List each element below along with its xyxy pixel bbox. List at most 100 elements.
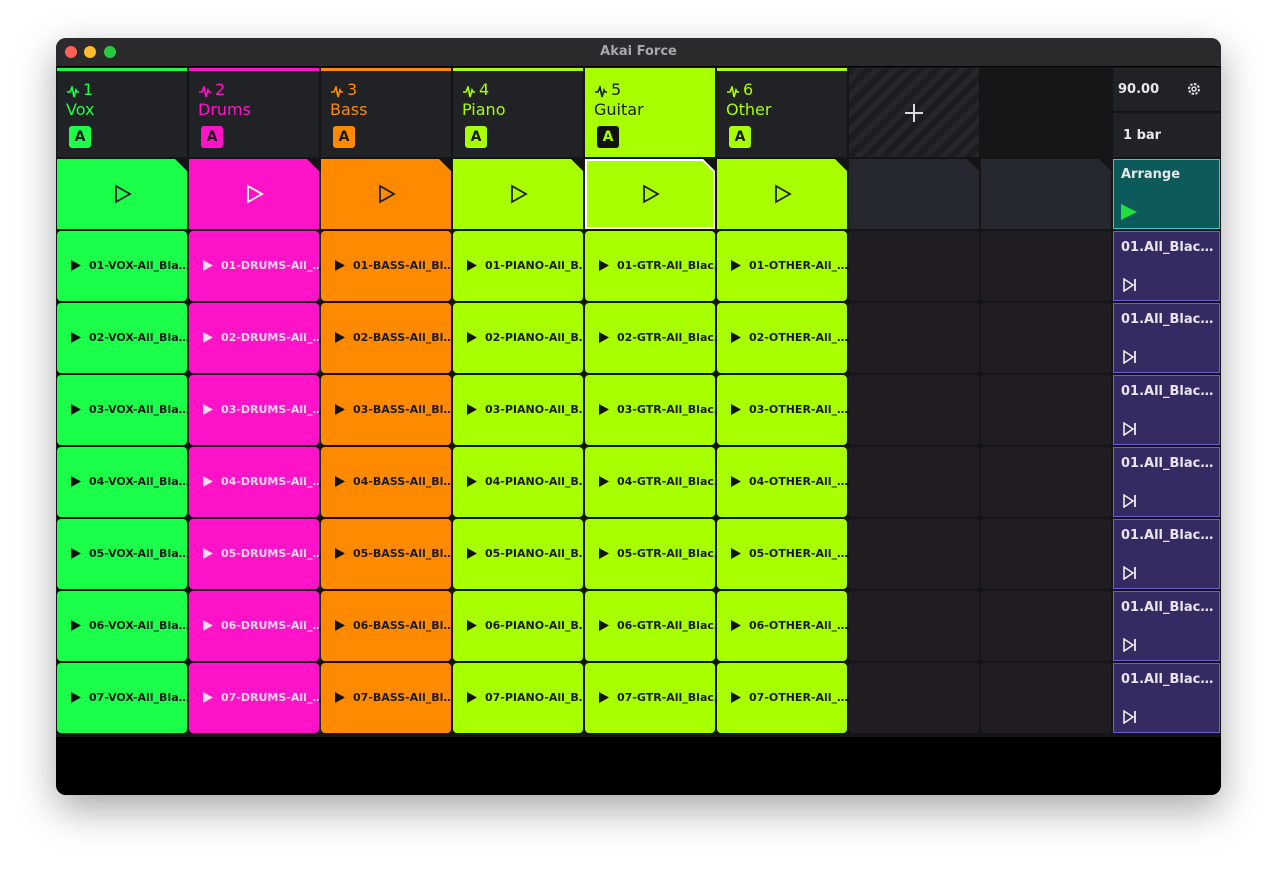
clip[interactable]: 07-VOX-All_Bla…: [57, 663, 187, 733]
clip[interactable]: 02-PIANO-All_B…: [453, 303, 583, 373]
clip[interactable]: 03-DRUMS-All_…: [189, 375, 319, 445]
track-badge[interactable]: A: [333, 126, 355, 148]
clip[interactable]: 07-OTHER-All_…: [717, 663, 847, 733]
clip[interactable]: 04-GTR-All_Blac…: [585, 447, 715, 517]
clip[interactable]: 01-OTHER-All_…: [717, 231, 847, 301]
clip[interactable]: 07-PIANO-All_B…: [453, 663, 583, 733]
close-button[interactable]: [65, 46, 77, 58]
clip[interactable]: 07-DRUMS-All_…: [189, 663, 319, 733]
clip-play-icon: [599, 620, 609, 634]
clip[interactable]: 01-BASS-All_Bl…: [321, 231, 451, 301]
clip-name: 07-PIANO-All_B…: [485, 691, 583, 704]
clip-name: 02-OTHER-All_…: [749, 331, 847, 344]
clip-name: 01-DRUMS-All_…: [221, 259, 319, 272]
clip[interactable]: 03-PIANO-All_B…: [453, 375, 583, 445]
clip[interactable]: 05-BASS-All_Bl…: [321, 519, 451, 589]
scene-button[interactable]: 01.All_Blac…: [1113, 519, 1220, 589]
track-launch-button[interactable]: [57, 159, 187, 229]
clip[interactable]: 05-PIANO-All_B…: [453, 519, 583, 589]
track-launch-button[interactable]: [717, 159, 847, 229]
clip[interactable]: 06-BASS-All_Bl…: [321, 591, 451, 661]
clip-name: 06-OTHER-All_…: [749, 619, 847, 632]
clip-name: 01-BASS-All_Bl…: [353, 259, 451, 272]
zoom-button[interactable]: [104, 46, 116, 58]
clip-name: 05-DRUMS-All_…: [221, 547, 319, 560]
clip[interactable]: 06-VOX-All_Bla…: [57, 591, 187, 661]
track-badge[interactable]: A: [597, 126, 619, 148]
track-badge[interactable]: A: [201, 126, 223, 148]
clip-play-icon: [731, 404, 741, 418]
clip[interactable]: 02-GTR-All_Blac…: [585, 303, 715, 373]
plus-icon: [904, 103, 924, 127]
clip[interactable]: 06-DRUMS-All_…: [189, 591, 319, 661]
clip[interactable]: 01-DRUMS-All_…: [189, 231, 319, 301]
clip-name: 03-PIANO-All_B…: [485, 403, 583, 416]
scene-button[interactable]: 01.All_Blac…: [1113, 591, 1220, 661]
track-number: 1: [83, 80, 94, 99]
track-badge[interactable]: A: [69, 126, 91, 148]
clip[interactable]: 02-DRUMS-All_…: [189, 303, 319, 373]
play-icon: [377, 184, 397, 208]
clip-play-icon: [467, 404, 477, 418]
clip[interactable]: 06-GTR-All_Blac…: [585, 591, 715, 661]
track-launch-button[interactable]: [321, 159, 451, 229]
clip[interactable]: 03-VOX-All_Bla…: [57, 375, 187, 445]
clip-name: 04-OTHER-All_…: [749, 475, 847, 488]
track-header[interactable]: 2 Drums A: [189, 68, 319, 157]
track-icon: [726, 83, 740, 102]
track-header[interactable]: 5 Guitar A: [585, 68, 715, 157]
clip[interactable]: 03-BASS-All_Bl…: [321, 375, 451, 445]
clip[interactable]: 06-OTHER-All_…: [717, 591, 847, 661]
clip[interactable]: 04-DRUMS-All_…: [189, 447, 319, 517]
clip[interactable]: 02-VOX-All_Bla…: [57, 303, 187, 373]
clip-play-icon: [731, 476, 741, 490]
launch-quantize[interactable]: 1 bar: [1113, 113, 1220, 157]
track-header[interactable]: 3 Bass A: [321, 68, 451, 157]
track-header[interactable]: 1 Vox A: [57, 68, 187, 157]
track-header[interactable]: 6 Other A: [717, 68, 847, 157]
clip[interactable]: 04-PIANO-All_B…: [453, 447, 583, 517]
clip[interactable]: 04-VOX-All_Bla…: [57, 447, 187, 517]
clip[interactable]: 05-OTHER-All_…: [717, 519, 847, 589]
clip[interactable]: 04-BASS-All_Bl…: [321, 447, 451, 517]
clip[interactable]: 04-OTHER-All_…: [717, 447, 847, 517]
scene-launch-icon: [1123, 565, 1137, 584]
scene-button[interactable]: 01.All_Blac…: [1113, 663, 1220, 733]
track-badge[interactable]: A: [465, 126, 487, 148]
scene-button[interactable]: 01.All_Blac…: [1113, 447, 1220, 517]
arrange-button[interactable]: Arrange: [1113, 159, 1220, 229]
clip-play-icon: [335, 404, 345, 418]
clip[interactable]: 07-BASS-All_Bl…: [321, 663, 451, 733]
play-icon: [245, 184, 265, 208]
clip-name: 04-GTR-All_Blac…: [617, 475, 715, 488]
clip[interactable]: 05-GTR-All_Blac…: [585, 519, 715, 589]
track-launch-button[interactable]: [453, 159, 583, 229]
clip[interactable]: 07-GTR-All_Blac…: [585, 663, 715, 733]
clip[interactable]: 02-BASS-All_Bl…: [321, 303, 451, 373]
track-badge[interactable]: A: [729, 126, 751, 148]
clip[interactable]: 01-PIANO-All_B…: [453, 231, 583, 301]
clip[interactable]: 05-DRUMS-All_…: [189, 519, 319, 589]
add-track-button[interactable]: [849, 68, 979, 157]
clip[interactable]: 03-OTHER-All_…: [717, 375, 847, 445]
clip[interactable]: 03-GTR-All_Blac…: [585, 375, 715, 445]
clip-play-icon: [731, 332, 741, 346]
empty-slot: [849, 231, 979, 301]
clip[interactable]: 06-PIANO-All_B…: [453, 591, 583, 661]
clip-play-icon: [335, 620, 345, 634]
clip[interactable]: 05-VOX-All_Bla…: [57, 519, 187, 589]
track-launch-button[interactable]: [585, 159, 715, 229]
clip-play-icon: [731, 260, 741, 274]
tempo[interactable]: 90.00: [1113, 68, 1220, 112]
scene-button[interactable]: 01.All_Blac…: [1113, 231, 1220, 301]
scene-button[interactable]: 01.All_Blac…: [1113, 303, 1220, 373]
minimize-button[interactable]: [84, 46, 96, 58]
clip[interactable]: 01-VOX-All_Bla…: [57, 231, 187, 301]
track-number: 3: [347, 80, 358, 99]
clip[interactable]: 02-OTHER-All_…: [717, 303, 847, 373]
track-header[interactable]: 4 Piano A: [453, 68, 583, 157]
track-launch-button[interactable]: [189, 159, 319, 229]
settings-icon: [1186, 81, 1202, 101]
clip[interactable]: 01-GTR-All_Blac…: [585, 231, 715, 301]
scene-button[interactable]: 01.All_Blac…: [1113, 375, 1220, 445]
